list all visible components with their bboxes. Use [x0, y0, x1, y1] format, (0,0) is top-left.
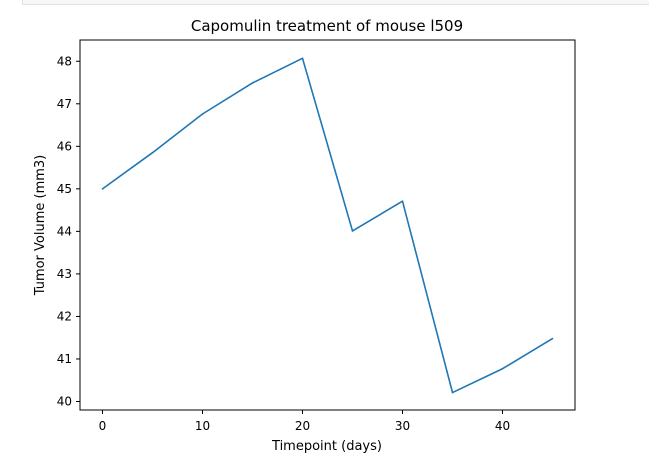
data-point — [101, 188, 104, 190]
data-point — [551, 337, 554, 340]
plot-frame — [79, 39, 576, 411]
y-axis-label: Tumor Volume (mm3) — [33, 155, 48, 297]
plot-area — [101, 57, 554, 394]
y-tick-label: 45 — [57, 182, 72, 196]
data-point — [251, 82, 254, 84]
y-tick-label: 42 — [57, 309, 72, 323]
y-tick-label: 44 — [57, 224, 72, 238]
chart-title: Capomulin treatment of mouse l509 — [191, 17, 463, 35]
y-tick-label: 47 — [57, 97, 72, 111]
data-point — [501, 367, 504, 370]
x-tick-label: 10 — [195, 419, 210, 433]
series-line — [102, 57, 553, 394]
y-tick-label: 46 — [57, 139, 72, 153]
y-tick-label: 40 — [57, 394, 72, 408]
x-axis-label: Timepoint (days) — [271, 439, 382, 454]
x-tick-label: 40 — [495, 419, 510, 433]
data-point — [151, 151, 154, 154]
data-point — [401, 200, 404, 202]
data-point — [301, 57, 304, 60]
y-tick-label: 41 — [57, 352, 72, 366]
x-tick-label: 0 — [99, 419, 107, 433]
data-point — [351, 230, 354, 232]
x-axis-ticks: 0 10 20 30 40 — [99, 410, 510, 433]
data-point — [201, 113, 204, 115]
notebook-cell-edge — [22, 0, 649, 5]
y-tick-label: 48 — [57, 54, 72, 68]
x-tick-label: 20 — [295, 419, 310, 433]
x-tick-label: 30 — [395, 419, 410, 433]
data-point — [451, 391, 454, 394]
y-tick-label: 43 — [57, 267, 72, 281]
y-axis-ticks: 40 41 42 43 44 45 46 47 48 — [57, 54, 80, 408]
